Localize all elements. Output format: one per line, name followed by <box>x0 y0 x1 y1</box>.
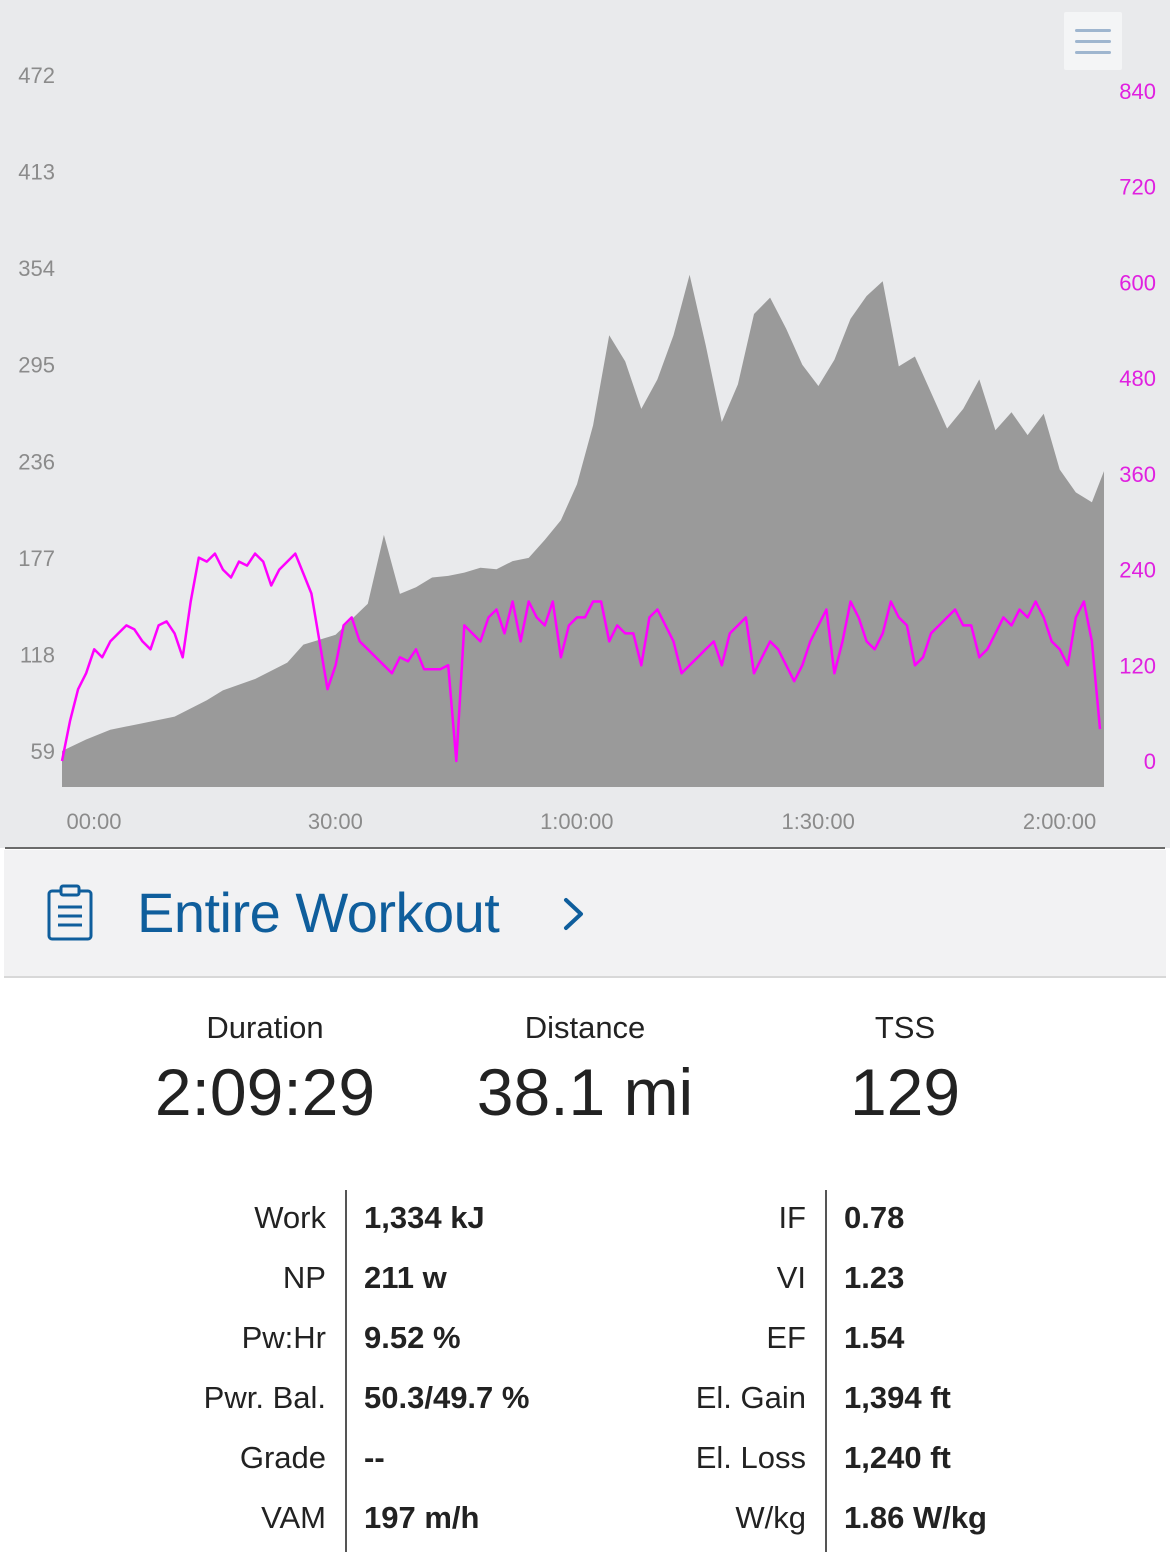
x-axis-tick: 1:00:00 <box>540 809 613 834</box>
summary-label: Duration <box>206 1010 324 1045</box>
workout-chart[interactable]: 472 413 354 295 236 177 118 59 840 720 600 480 360 2… <box>0 0 1170 848</box>
left-axis-tick: 118 <box>20 642 55 667</box>
left-axis-tick: 354 <box>18 256 55 281</box>
stat-label-grade: Grade <box>239 1440 326 1475</box>
summary-tss: TSS 129 <box>745 1010 1065 1130</box>
chevron-right-icon[interactable] <box>560 895 588 933</box>
stat-label-el-loss: El. Loss <box>695 1440 806 1475</box>
left-axis-tick: 413 <box>18 160 55 185</box>
clipboard-icon <box>47 884 93 941</box>
right-axis-tick: 840 <box>1119 79 1156 104</box>
summary-label: TSS <box>874 1010 936 1045</box>
power-line <box>60 552 1102 763</box>
stats-left-divider <box>345 1190 347 1552</box>
left-axis-tick: 177 <box>18 546 55 571</box>
stat-value-wkg: 1.86 W/kg <box>844 1500 987 1535</box>
power-line-layer <box>60 552 1102 763</box>
stat-value-grade: -- <box>364 1440 385 1475</box>
hamburger-menu-icon[interactable] <box>1064 12 1122 70</box>
x-axis-tick: 2:00:00 <box>1023 809 1096 834</box>
right-axis-tick: 0 <box>1144 749 1156 774</box>
stat-value-vam: 197 m/h <box>364 1500 480 1535</box>
x-axis-tick: 00:00 <box>66 809 121 834</box>
stats-right-divider <box>825 1190 827 1552</box>
elevation-area-layer <box>62 274 1104 787</box>
right-axis-tick: 480 <box>1119 366 1156 391</box>
stat-value-pwr-bal: 50.3/49.7 % <box>364 1380 530 1415</box>
elevation-area <box>62 274 1104 787</box>
summary-value: 38.1 mi <box>476 1055 694 1129</box>
right-axis-tick: 360 <box>1119 462 1156 487</box>
stat-label-el-gain: El. Gain <box>695 1380 806 1415</box>
summary-distance: Distance 38.1 mi <box>425 1010 745 1130</box>
left-axis-tick: 295 <box>18 353 55 378</box>
stat-value-el-gain: 1,394 ft <box>844 1380 951 1415</box>
stat-label-work: Work <box>254 1200 326 1235</box>
stat-value-vi: 1.23 <box>844 1260 905 1295</box>
stat-value-if: 0.78 <box>844 1200 905 1235</box>
stat-label-ef: EF <box>766 1320 806 1355</box>
left-axis-tick: 59 <box>31 739 55 764</box>
stat-value-work: 1,334 kJ <box>364 1200 485 1235</box>
left-axis-tick: 236 <box>18 449 55 474</box>
stat-label-if: IF <box>778 1200 806 1235</box>
summary-value: 2:09:29 <box>154 1055 376 1129</box>
left-axis: 472 413 354 295 236 177 118 59 <box>18 63 55 764</box>
stat-value-pwhr: 9.52 % <box>364 1320 461 1355</box>
stat-label-vam: VAM <box>261 1500 326 1535</box>
x-axis: 00:00 30:00 1:00:00 1:30:00 2:00:00 <box>66 809 1096 834</box>
x-axis-tick: 1:30:00 <box>781 809 854 834</box>
right-axis-tick: 240 <box>1119 558 1156 583</box>
summary-value: 129 <box>849 1055 961 1129</box>
right-axis: 840 720 600 480 360 240 120 0 <box>1119 79 1156 774</box>
chart-divider <box>5 847 1165 849</box>
summary-label: Distance <box>524 1010 646 1045</box>
summary-duration: Duration 2:09:29 <box>105 1010 425 1130</box>
stat-label-np: NP <box>282 1260 326 1295</box>
stat-value-np: 211 w <box>364 1260 447 1295</box>
right-axis-tick: 600 <box>1119 270 1156 295</box>
stat-label-vi: VI <box>776 1260 806 1295</box>
stat-label-wkg: W/kg <box>735 1500 806 1535</box>
stat-label-pwr-bal: Pwr. Bal. <box>203 1380 326 1415</box>
stat-value-el-loss: 1,240 ft <box>844 1440 951 1475</box>
entire-workout-row[interactable]: Entire Workout <box>4 850 1166 978</box>
section-title[interactable]: Entire Workout <box>137 881 500 944</box>
x-axis-tick: 30:00 <box>308 809 363 834</box>
right-axis-tick: 120 <box>1119 653 1156 678</box>
left-axis-tick: 472 <box>18 63 55 88</box>
right-axis-tick: 720 <box>1119 175 1156 200</box>
stat-value-ef: 1.54 <box>844 1320 905 1355</box>
chart-svg: 472 413 354 295 236 177 118 59 840 720 600 480 360 2… <box>18 63 1156 834</box>
stat-label-pwhr: Pw:Hr <box>241 1320 326 1355</box>
